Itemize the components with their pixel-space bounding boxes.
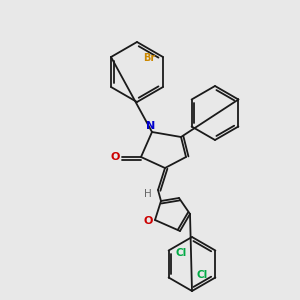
Text: Cl: Cl: [197, 271, 208, 281]
Text: N: N: [146, 121, 156, 131]
Text: O: O: [110, 152, 120, 162]
Text: Cl: Cl: [176, 248, 187, 257]
Text: Br: Br: [143, 53, 155, 63]
Text: H: H: [144, 189, 152, 199]
Text: O: O: [143, 216, 153, 226]
